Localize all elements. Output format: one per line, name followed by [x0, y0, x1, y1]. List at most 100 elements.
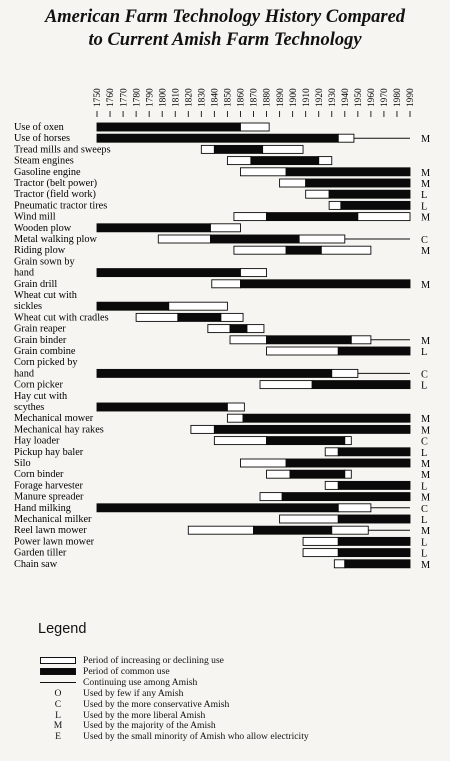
- legend-code-O: O: [54, 687, 62, 699]
- bar-13-0: [211, 279, 241, 289]
- row-label-25: Pickup hay baler: [14, 447, 84, 458]
- bar-4-1: [285, 167, 411, 177]
- row-label-19-1: hand: [14, 368, 35, 379]
- chart-title-line-2: to Current Amish Farm Technology: [88, 30, 362, 50]
- legend-text-4: Used by the more conservative Amish: [83, 698, 230, 710]
- usage-code-29: M: [421, 493, 430, 504]
- row-label-24: Hay loader: [14, 436, 60, 447]
- row-label-1: Use of horses: [14, 133, 70, 144]
- legend-swatch-line: [40, 681, 76, 683]
- bar-16-2: [246, 324, 265, 334]
- year-label-1980: 1980: [393, 88, 403, 107]
- usage-code-22: M: [421, 414, 430, 425]
- row-label-23: Mechanical hay rakes: [14, 424, 104, 435]
- row-label-31: Mechanical milker: [14, 514, 92, 525]
- bar-9-0: [96, 223, 211, 233]
- bar-8-0: [233, 212, 267, 222]
- usage-code-6: L: [421, 190, 427, 201]
- legend-code-E: E: [55, 731, 61, 743]
- bar-22-1: [242, 413, 411, 423]
- row-label-16: Grain reaper: [14, 324, 66, 335]
- row-label-19-0: Corn picked by: [14, 357, 78, 368]
- usage-code-17: M: [421, 336, 430, 347]
- bar-14-0: [96, 301, 170, 311]
- usage-code-20: L: [421, 381, 427, 392]
- usage-code-25: L: [421, 448, 427, 459]
- bar-11-1: [285, 245, 322, 255]
- year-label-1990: 1990: [406, 88, 416, 107]
- legend-text-7: Used by the small minority of Amish who …: [83, 731, 309, 743]
- row-label-10: Metal walking plow: [14, 234, 97, 245]
- row-label-33: Power lawn mower: [14, 536, 95, 547]
- legend-text-0: Period of increasing or declining use: [83, 655, 224, 666]
- bar-26-0: [240, 458, 287, 468]
- usage-code-23: M: [421, 425, 430, 436]
- year-label-1860: 1860: [237, 88, 247, 107]
- bar-10-1: [210, 234, 300, 244]
- year-label-1950: 1950: [354, 88, 364, 107]
- year-label-1870: 1870: [250, 88, 260, 107]
- bar-30-0: [96, 503, 339, 513]
- row-label-21-1: scythes: [14, 402, 44, 413]
- row-label-2: Tread mills and sweeps: [14, 144, 111, 155]
- row-label-22: Mechanical mower: [14, 413, 94, 424]
- bar-18-0: [266, 346, 339, 356]
- row-label-21-0: Hay cut with: [14, 391, 68, 402]
- legend-title: Legend: [38, 621, 87, 637]
- row-label-12-0: Grain sown by: [14, 256, 75, 267]
- bar-26-1: [285, 458, 411, 468]
- bar-5-0: [279, 178, 307, 188]
- row-label-11: Riding plow: [14, 245, 66, 256]
- bar-15-0: [135, 312, 179, 322]
- year-label-1800: 1800: [158, 88, 168, 107]
- usage-code-7: L: [421, 201, 427, 212]
- row-label-14-1: sickles: [14, 301, 42, 312]
- usage-code-30: C: [421, 504, 428, 515]
- bar-9-1: [210, 223, 241, 233]
- bar-34-0: [302, 548, 339, 558]
- row-label-34: Garden tiller: [14, 548, 67, 559]
- bar-0-0: [96, 122, 241, 132]
- year-label-1820: 1820: [184, 88, 194, 107]
- legend-swatch-increasing: [40, 657, 76, 664]
- bar-32-0: [187, 525, 254, 535]
- bar-6-1: [328, 189, 411, 199]
- legend-text-6: Used by the majority of the Amish: [83, 720, 216, 732]
- row-label-28: Forage harvester: [14, 480, 83, 491]
- bar-35-0: [333, 559, 346, 569]
- row-label-8: Wind mill: [14, 212, 56, 223]
- bar-31-0: [279, 514, 339, 524]
- row-label-20: Corn picker: [14, 380, 63, 391]
- bar-20-0: [259, 380, 313, 390]
- usage-code-18: L: [421, 347, 427, 358]
- year-label-1880: 1880: [263, 88, 273, 107]
- usage-code-1: M: [421, 134, 430, 145]
- row-label-35: Chain saw: [14, 559, 58, 570]
- row-label-29: Manure spreader: [14, 492, 84, 503]
- year-label-1890: 1890: [276, 88, 286, 107]
- usage-code-8: M: [421, 213, 430, 224]
- bar-24-0: [213, 436, 267, 446]
- row-label-3: Steam engines: [14, 156, 74, 167]
- usage-code-26: M: [421, 459, 430, 470]
- bar-5-1: [305, 178, 411, 188]
- year-label-1900: 1900: [289, 88, 299, 107]
- usage-code-31: L: [421, 515, 427, 526]
- year-label-1790: 1790: [145, 88, 155, 107]
- row-label-26: Silo: [14, 458, 31, 469]
- bar-23-1: [213, 424, 411, 434]
- year-label-1910: 1910: [302, 88, 312, 107]
- row-label-5: Tractor (belt power): [14, 178, 97, 189]
- usage-code-33: L: [421, 537, 427, 548]
- year-label-1850: 1850: [224, 88, 234, 107]
- usage-code-19: C: [421, 369, 428, 380]
- bar-19-1: [331, 368, 359, 378]
- bar-12-0: [96, 268, 241, 278]
- year-label-1970: 1970: [380, 88, 390, 107]
- bar-8-2: [357, 212, 411, 222]
- bar-3-1: [250, 156, 320, 166]
- bar-4-0: [240, 167, 287, 177]
- usage-code-4: M: [421, 168, 430, 179]
- timeline-chart: 1750 1760 1770 1780 1790 1800 1810 1820 1830 1840…: [14, 88, 430, 571]
- bar-8-1: [266, 212, 359, 222]
